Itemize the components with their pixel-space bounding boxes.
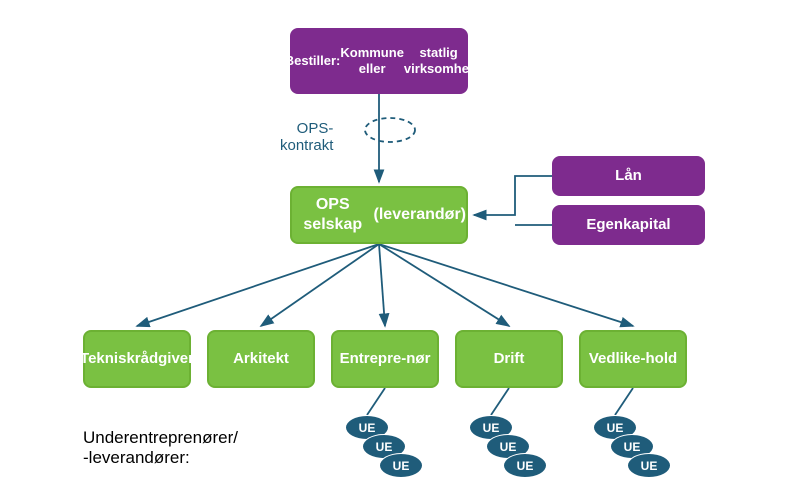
footer-line1: Underentreprenører/ xyxy=(83,428,238,447)
ops-kontrakt-line2: kontrakt xyxy=(280,137,333,154)
box-vedlikehold: Vedlike-hold xyxy=(579,330,687,388)
box-egenkapital: Egenkapital xyxy=(552,205,705,245)
box-entreprenor: Entrepre-nør xyxy=(331,330,439,388)
box-arkitekt: Arkitekt xyxy=(207,330,315,388)
box-teknisk: Tekniskrådgiver xyxy=(83,330,191,388)
footer-label: Underentreprenører/ -leverandører: xyxy=(83,428,238,468)
box-lan: Lån xyxy=(552,156,705,196)
box-drift: Drift xyxy=(455,330,563,388)
box-ops: OPS selskap(leverandør) xyxy=(290,186,468,244)
footer-line2: -leverandører: xyxy=(83,448,190,467)
ops-kontrakt-line1: OPS- xyxy=(297,120,334,137)
ue-ellipse-drift-2: UE xyxy=(503,453,547,478)
ops-kontrakt-label: OPS- kontrakt xyxy=(280,120,333,154)
box-bestiller: Bestiller:Kommune ellerstatlig virksomhe… xyxy=(290,28,468,94)
ue-ellipse-entreprenor-2: UE xyxy=(379,453,423,478)
ue-ellipse-vedlikehold-2: UE xyxy=(627,453,671,478)
